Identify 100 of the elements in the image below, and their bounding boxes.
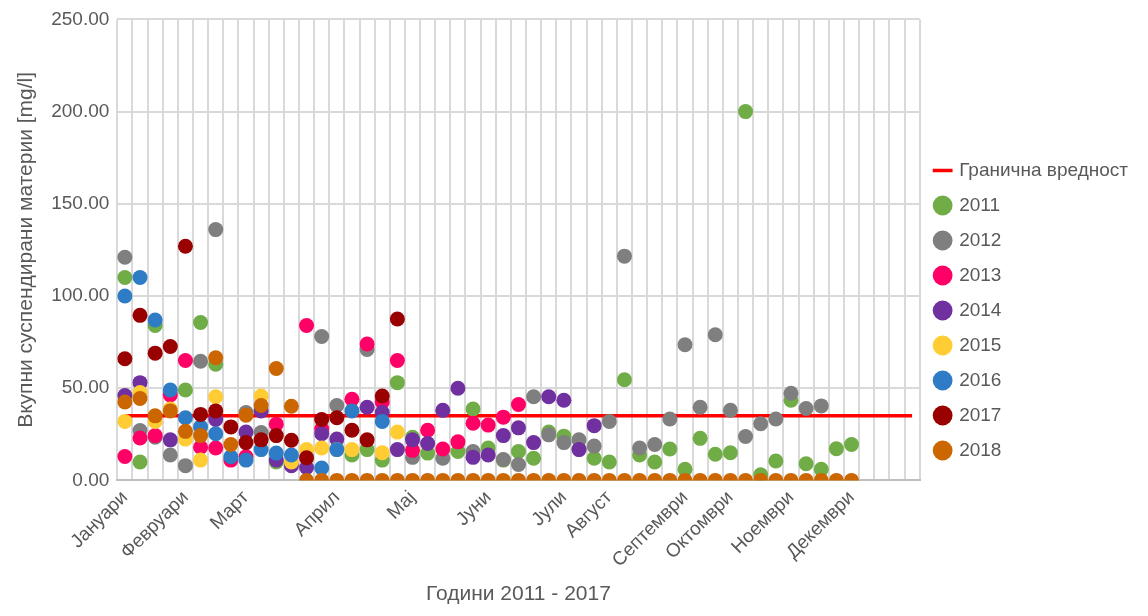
point (768, 411, 784, 427)
point (117, 448, 133, 464)
point (813, 398, 829, 414)
point (147, 312, 163, 328)
point (480, 417, 496, 433)
y-tick-label: 250.00 (51, 7, 110, 29)
point (177, 458, 193, 474)
point (208, 403, 224, 419)
point (722, 445, 738, 461)
point (647, 454, 663, 470)
point (783, 385, 799, 401)
y-tick-label: 50.00 (61, 376, 110, 398)
point (420, 422, 436, 438)
point (707, 446, 723, 462)
point (495, 428, 511, 444)
point (223, 436, 239, 452)
point (389, 424, 405, 440)
point (768, 453, 784, 469)
point (208, 389, 224, 405)
point (465, 449, 481, 465)
point (738, 104, 754, 120)
point (177, 238, 193, 254)
point (193, 406, 209, 422)
point (344, 442, 360, 458)
point (541, 389, 557, 405)
y-tick-label: 0.00 (72, 468, 110, 490)
point (647, 436, 663, 452)
point (374, 413, 390, 429)
point (374, 388, 390, 404)
point (132, 391, 148, 407)
point (314, 329, 330, 345)
point (495, 409, 511, 425)
point (117, 270, 133, 286)
legend-label: 2015 (959, 333, 1002, 355)
point (208, 440, 224, 456)
point (616, 248, 632, 264)
point (208, 350, 224, 366)
point (283, 447, 299, 463)
point (359, 399, 375, 415)
point (253, 398, 269, 414)
point (117, 413, 133, 429)
point (677, 337, 693, 353)
y-tick-label: 100.00 (51, 284, 110, 306)
legend-label: Гранична вредност (959, 158, 1129, 180)
point (299, 318, 315, 334)
point (132, 430, 148, 446)
point (162, 447, 178, 463)
point (344, 403, 360, 419)
point (329, 410, 345, 426)
point (526, 435, 542, 451)
point (359, 432, 375, 448)
point (208, 426, 224, 442)
legend-label: 2013 (959, 263, 1002, 285)
point (722, 402, 738, 418)
point (828, 441, 844, 457)
point (510, 443, 526, 459)
legend-label: 2016 (959, 368, 1002, 390)
point (132, 454, 148, 470)
point (314, 412, 330, 428)
point (283, 398, 299, 414)
point (162, 432, 178, 448)
point (586, 418, 602, 434)
point (389, 353, 405, 369)
legend-label: 2011 (959, 193, 1000, 215)
y-tick-label: 200.00 (51, 99, 110, 121)
point (147, 408, 163, 424)
point (586, 450, 602, 466)
point (586, 438, 602, 454)
point (193, 315, 209, 331)
point (117, 351, 133, 367)
point (389, 375, 405, 391)
point (556, 435, 572, 451)
point (662, 411, 678, 427)
point (162, 339, 178, 355)
point (268, 428, 284, 444)
point (268, 445, 284, 461)
legend-label: 2018 (959, 438, 1002, 460)
point (601, 454, 617, 470)
point (238, 435, 254, 451)
point (223, 419, 239, 435)
point (450, 380, 466, 396)
point (177, 410, 193, 426)
point (177, 382, 193, 398)
legend-label: 2012 (959, 228, 1002, 250)
point (253, 432, 269, 448)
point (692, 430, 708, 446)
point (465, 415, 481, 431)
point (616, 372, 632, 388)
point (707, 327, 723, 343)
point (510, 420, 526, 436)
x-tick-label: Мај (382, 486, 420, 523)
point (177, 353, 193, 369)
point (692, 399, 708, 415)
point (117, 288, 133, 304)
point (420, 436, 436, 452)
point (117, 249, 133, 265)
point (314, 440, 330, 456)
point (162, 382, 178, 398)
point (526, 450, 542, 466)
point (177, 423, 193, 439)
